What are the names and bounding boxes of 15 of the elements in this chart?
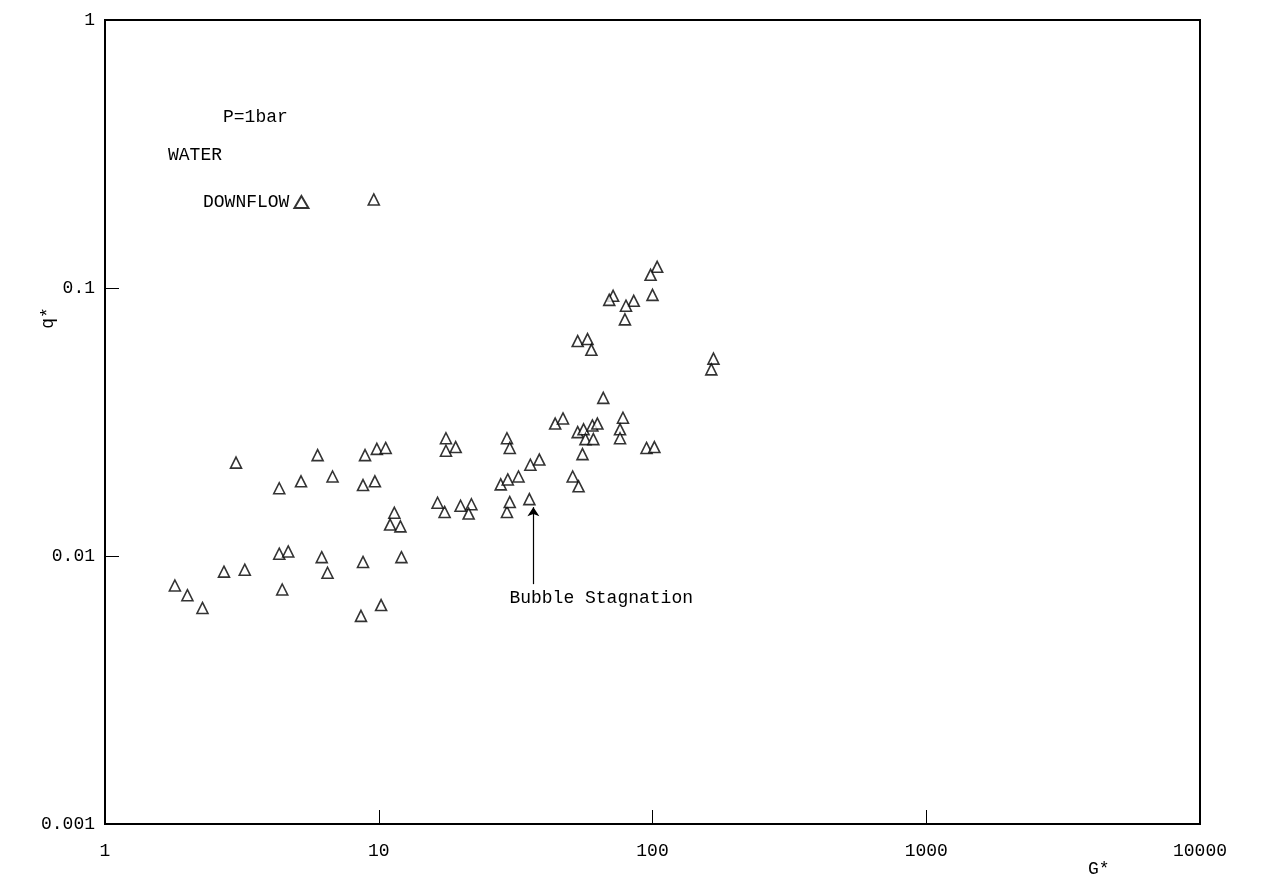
x-tick-label: 100 [636, 841, 669, 861]
y-tick-label: 0.001 [40, 814, 95, 834]
y-axis-title: q* [38, 307, 58, 329]
legend-label: DOWNFLOW [202, 192, 290, 212]
annotation: P=1bar [223, 107, 288, 127]
x-tick-label: 1 [99, 841, 111, 861]
y-tick-label: 1 [84, 10, 95, 30]
y-tick-label: 0.1 [62, 278, 95, 298]
y-tick-label: 0.01 [51, 546, 95, 566]
annotation: WATER [168, 145, 223, 165]
x-tick-label: 10000 [1172, 841, 1228, 861]
x-tick-label: 10 [367, 841, 390, 861]
x-tick-label: 1000 [904, 841, 948, 861]
annotation: Bubble Stagnation [509, 588, 694, 609]
x-axis-title: G* [1088, 859, 1110, 879]
